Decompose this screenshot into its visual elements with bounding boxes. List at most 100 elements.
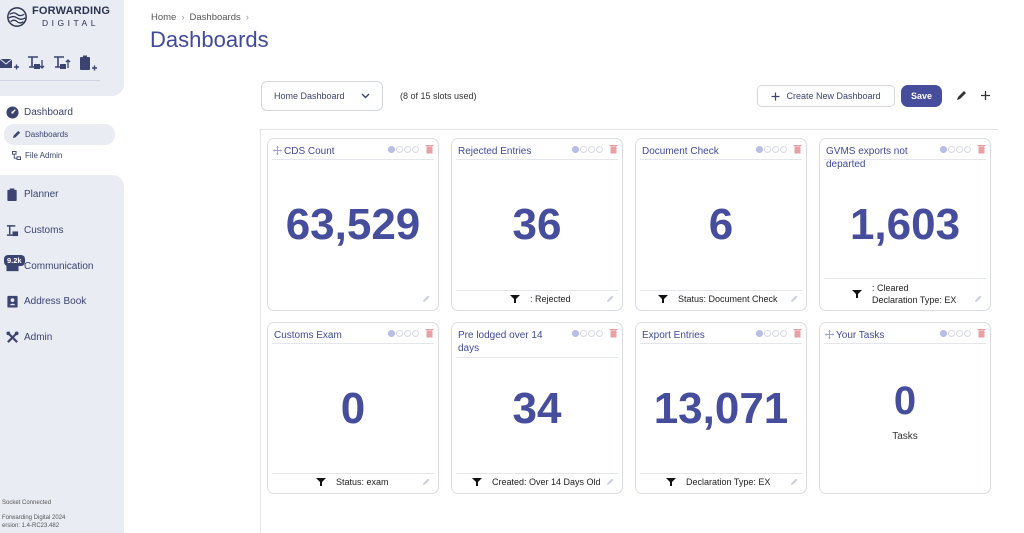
filter-icon [658, 295, 668, 303]
widget-title: Your Tasks [825, 329, 935, 342]
widget-divider [272, 159, 434, 160]
widget-card: Your Tasks 0 Tasks [819, 322, 991, 494]
trash-icon[interactable] [425, 328, 434, 338]
widget-edit-icon[interactable] [606, 294, 615, 303]
sidebar-item-dashboard[interactable]: Dashboard [6, 106, 73, 119]
tools-icon [6, 331, 19, 343]
widget-filter: : Cleared Declaration Type: EX [824, 282, 986, 306]
create-dashboard-label: Create New Dashboard [786, 91, 881, 101]
breadcrumb-current[interactable]: Dashboards [189, 12, 241, 23]
widget-title: Export Entries [642, 330, 705, 341]
widget-edit-icon[interactable] [790, 294, 799, 303]
communication-badge: 9.2k [4, 255, 25, 266]
filter-icon [316, 478, 326, 486]
page-title: Dashboards [150, 27, 269, 52]
trash-icon[interactable] [609, 328, 618, 338]
widget-sublabel: Tasks [892, 431, 918, 442]
widget-card: Pre lodged over 14 days 34 Created: Over… [451, 322, 623, 494]
add-widget-plus-icon[interactable] [979, 89, 992, 102]
mail-plus-icon[interactable] [0, 54, 20, 74]
widget-title: GVMS exports not departed [826, 146, 908, 170]
widget-divider [272, 473, 434, 474]
widget-filter: Status: Document Check [640, 294, 802, 304]
breadcrumb: Home › Dashboards › [151, 12, 249, 23]
widget-divider [456, 357, 618, 358]
widget-card: GVMS exports not departed 1,603 : Cleare… [819, 138, 991, 311]
widget-divider [640, 159, 802, 160]
widget-card: Rejected Entries 36 : Rejected [451, 138, 623, 311]
crane-up-icon[interactable] [52, 54, 72, 74]
trash-icon[interactable] [793, 144, 802, 154]
clipboard-plus-icon[interactable] [78, 54, 98, 74]
dashboard-select-value: Home Dashboard [274, 91, 345, 101]
widget-divider [824, 159, 986, 160]
widget-size-dots[interactable] [388, 330, 419, 337]
sidebar-subitem-file-admin[interactable]: File Admin [12, 151, 62, 160]
widget-filter: Declaration Type: EX [640, 477, 802, 487]
widget-value: 0 [340, 384, 366, 433]
widget-filter-text: Status: exam [336, 477, 389, 487]
sidebar-item-customs[interactable]: Customs [6, 224, 63, 237]
chevron-down-icon [361, 93, 370, 99]
filter-icon [472, 478, 482, 486]
widget-value: 36 [512, 200, 562, 249]
widget-size-dots[interactable] [572, 146, 603, 153]
widget-edit-icon[interactable] [606, 477, 615, 486]
widget-size-dots[interactable] [756, 330, 787, 337]
widget-value: 1,603 [849, 200, 961, 249]
trash-icon[interactable] [977, 144, 986, 154]
widget-title: Customs Exam [274, 330, 342, 341]
move-icon[interactable] [825, 330, 834, 339]
widget-size-dots[interactable] [940, 330, 971, 337]
pencil-icon [12, 130, 21, 139]
widget-edit-icon[interactable] [790, 477, 799, 486]
logo-line1: FORWARDING [32, 5, 111, 18]
clipboard-icon [7, 188, 17, 201]
crane-down-icon[interactable] [26, 54, 46, 74]
dashboard-grid [260, 129, 998, 533]
edit-pencil-icon[interactable] [955, 89, 968, 102]
widget-filter-text: : Rejected [530, 294, 571, 304]
trash-icon[interactable] [609, 144, 618, 154]
sidebar-item-planner-label: Planner [24, 189, 59, 200]
sidebar-subitem-dashboards[interactable]: Dashboards [4, 124, 115, 145]
trash-icon[interactable] [977, 328, 986, 338]
dashboard-select[interactable]: Home Dashboard [261, 81, 383, 111]
sidebar-item-communication[interactable]: Communication [6, 260, 93, 273]
widget-title-text: CDS Count [284, 146, 335, 157]
mail-icon [6, 262, 19, 272]
widget-filter: Status: exam [272, 477, 434, 487]
slots-used: (8 of 15 slots used) [400, 91, 477, 101]
move-icon[interactable] [273, 146, 282, 155]
widget-value: 0 [893, 379, 917, 423]
address-book-icon [7, 295, 18, 308]
sidebar-item-planner[interactable]: Planner [6, 188, 58, 201]
widget-divider [640, 343, 802, 344]
crane-icon [6, 225, 19, 237]
breadcrumb-chevron-icon: › [245, 12, 249, 23]
widget-size-dots[interactable] [388, 146, 419, 153]
filter-icon [852, 290, 862, 298]
filter-icon [510, 295, 520, 303]
sidebar-item-customs-label: Customs [24, 225, 64, 236]
widget-filter-text: Declaration Type: EX [872, 295, 957, 305]
widget-size-dots[interactable] [572, 330, 603, 337]
widget-filter-text: Declaration Type: EX [686, 477, 771, 487]
widget-edit-icon[interactable] [422, 294, 431, 303]
widget-size-dots[interactable] [940, 146, 971, 153]
create-dashboard-button[interactable]: Create New Dashboard [757, 85, 895, 107]
trash-icon[interactable] [793, 328, 802, 338]
breadcrumb-home[interactable]: Home [151, 12, 177, 23]
save-button[interactable]: Save [901, 85, 942, 107]
sidebar-item-address-book[interactable]: Address Book [6, 295, 86, 308]
filter-icon [666, 478, 676, 486]
widget-divider [640, 473, 802, 474]
widget-edit-icon[interactable] [422, 477, 431, 486]
widget-filter-text: Created: Over 14 Days Old [492, 477, 601, 487]
widget-size-dots[interactable] [756, 146, 787, 153]
logo[interactable]: FORWARDING DIGITAL [6, 6, 110, 28]
widget-value: 63,529 [285, 200, 421, 249]
sidebar-item-admin[interactable]: Admin [6, 331, 52, 344]
widget-edit-icon[interactable] [974, 294, 983, 303]
trash-icon[interactable] [425, 144, 434, 154]
